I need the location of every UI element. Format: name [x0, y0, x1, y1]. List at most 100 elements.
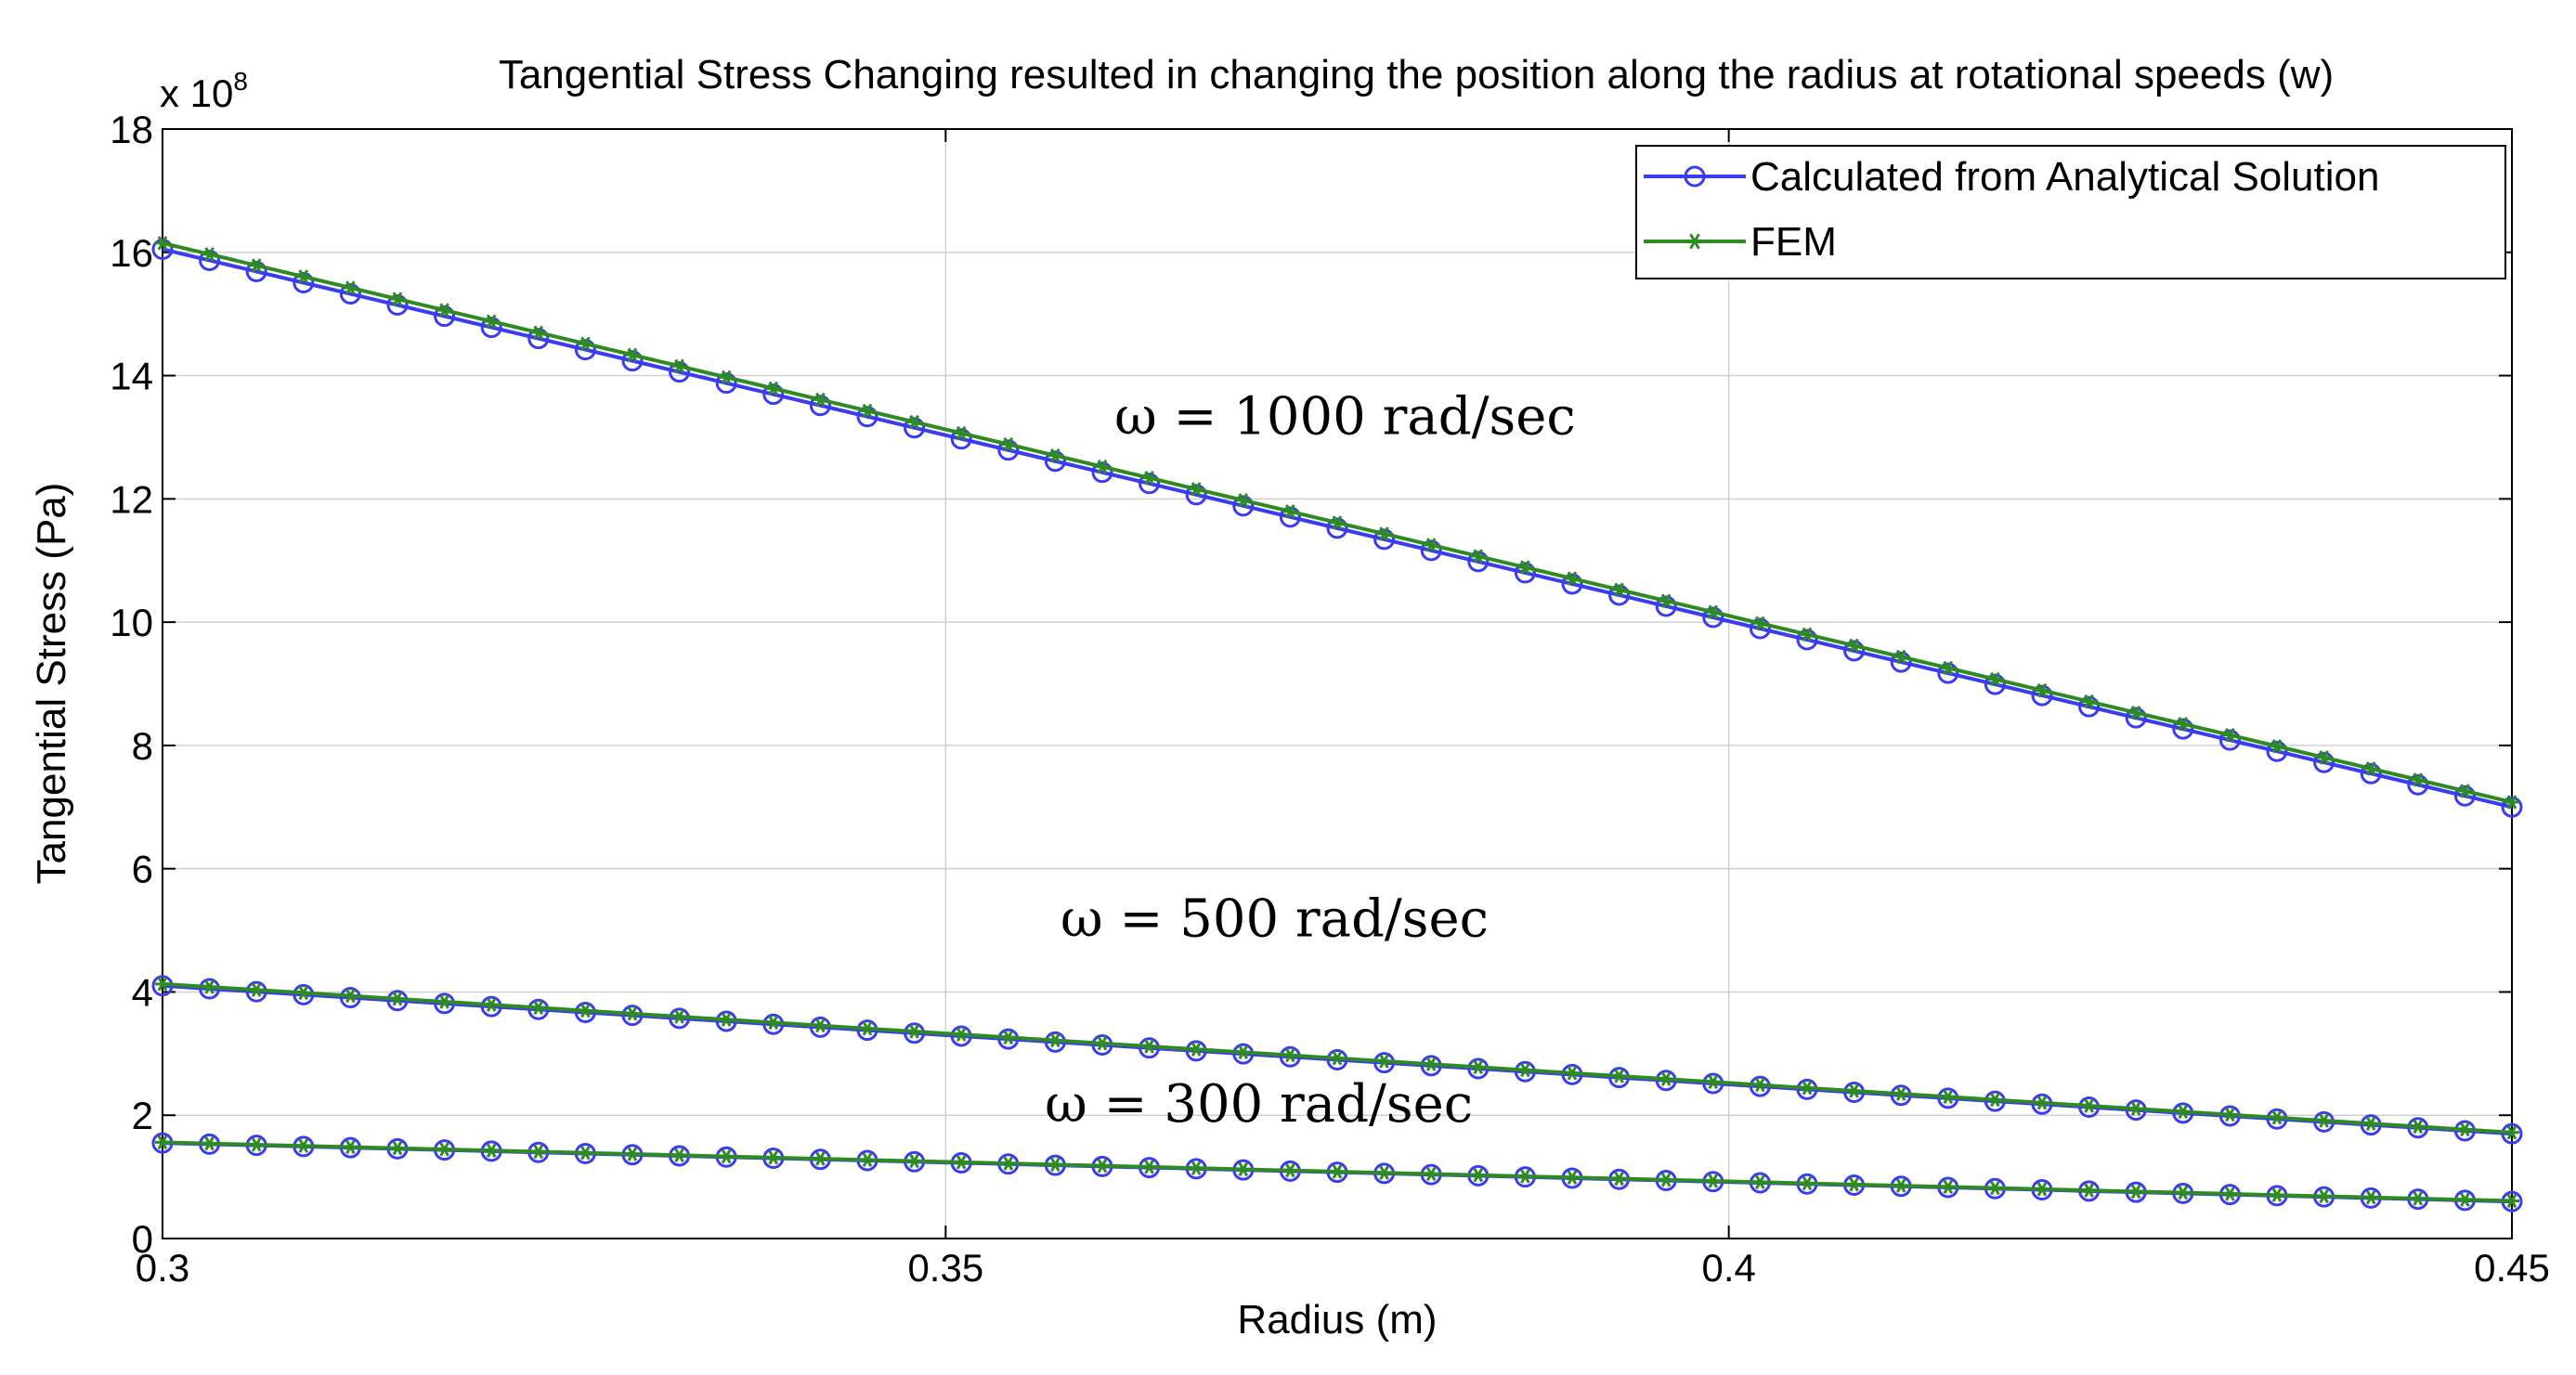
data-point-fem — [1141, 1039, 1157, 1054]
data-point-fem — [1940, 660, 1956, 676]
data-point-fem — [1940, 1089, 1956, 1105]
data-point-analytical — [2031, 684, 2053, 707]
data-point-fem — [906, 414, 922, 430]
data-point-analytical — [293, 272, 315, 294]
data-point-fem — [2410, 1191, 2426, 1206]
data-point-fem — [578, 1003, 593, 1018]
plot-area — [162, 128, 2513, 1239]
data-point-fem — [1189, 1161, 1204, 1175]
data-point-fem — [719, 370, 735, 385]
data-point-fem — [954, 425, 969, 441]
data-point-fem — [2457, 1192, 2473, 1207]
data-point-fem — [765, 1150, 781, 1165]
data-point-analytical — [621, 350, 644, 372]
data-point-analytical — [151, 238, 174, 260]
data-point-analytical — [809, 395, 831, 417]
data-point-fem — [1987, 1180, 2003, 1196]
data-point-fem — [2222, 728, 2238, 743]
data-point-analytical — [1138, 473, 1161, 495]
data-point-fem — [1987, 671, 2003, 687]
data-point-fem — [1470, 1168, 1486, 1183]
legend-analytical-marker — [1684, 165, 1706, 188]
y-tick-label: 4 — [132, 970, 153, 1014]
data-point-fem — [2128, 705, 2144, 720]
data-point-fem — [1470, 1059, 1486, 1075]
y-multiplier: x 108 — [160, 67, 248, 115]
data-point-fem — [436, 1142, 452, 1157]
data-point-fem — [390, 1141, 405, 1156]
data-point-analytical — [434, 305, 456, 328]
data-point-fem — [1800, 627, 1815, 642]
data-point-fem — [202, 979, 217, 994]
data-point-fem — [2128, 1101, 2144, 1116]
data-point-fem — [1000, 1156, 1016, 1171]
data-point-fem — [954, 1155, 969, 1170]
data-point-fem — [2504, 1193, 2519, 1209]
data-point-analytical — [2407, 773, 2429, 796]
x-tick-label: 0.45 — [2474, 1246, 2550, 1290]
y-tick-labels: 0 2 4 6 8 10 12 14 16 18 — [110, 108, 153, 1261]
data-point-fem — [765, 381, 781, 396]
data-point-fem — [1705, 1074, 1721, 1090]
y-tick-label: 10 — [110, 601, 153, 644]
data-point-fem — [671, 358, 687, 373]
data-point-fem — [625, 347, 640, 362]
data-point-fem — [1189, 482, 1204, 497]
data-point-fem — [1282, 1047, 1298, 1063]
data-point-fem — [155, 977, 170, 992]
data-point-fem — [2504, 1125, 2519, 1140]
data-point-fem — [1846, 1177, 1862, 1192]
data-point-analytical — [1608, 584, 1631, 606]
data-point-fem — [813, 1151, 828, 1166]
data-point-analytical — [1044, 450, 1066, 473]
data-point-analytical — [950, 428, 972, 450]
data-point-fem — [436, 303, 452, 318]
x-tick-label: 0.35 — [907, 1246, 983, 1290]
data-point-fem — [2035, 1182, 2049, 1197]
data-point-analytical — [1373, 528, 1396, 551]
data-point-fem — [1987, 1092, 2003, 1108]
annotation-omega-500: ω = 500 rad/sec — [1060, 889, 1489, 950]
data-point-fem — [1752, 1077, 1768, 1093]
data-point-fem — [2128, 1184, 2144, 1200]
data-point-fem — [1376, 526, 1392, 541]
chart-title: Tangential Stress Changing resulted in c… — [499, 52, 2334, 97]
data-point-fem — [1659, 1173, 1674, 1187]
data-point-fem — [1470, 549, 1486, 564]
data-point-fem — [1141, 471, 1157, 486]
legend-analytical-label: Calculated from Analytical Solution — [1750, 154, 2379, 200]
data-point-fem — [249, 258, 265, 273]
data-point-fem — [1424, 1057, 1439, 1071]
data-point-analytical — [1984, 673, 2006, 695]
data-point-fem — [1282, 504, 1298, 519]
data-point-fem — [625, 1147, 640, 1161]
data-point-analytical — [762, 383, 785, 406]
x-tick-label: 0.3 — [136, 1246, 189, 1290]
data-point-fem — [2035, 1096, 2049, 1110]
data-point-fem — [2316, 1113, 2332, 1128]
data-point-fem — [1611, 1171, 1627, 1187]
data-point-fem — [2363, 1116, 2379, 1131]
y-tick-label: 8 — [132, 724, 153, 768]
y-tick-label: 6 — [132, 848, 153, 891]
data-point-analytical — [2313, 751, 2335, 773]
data-point-fem — [343, 988, 358, 1004]
annotation-omega-300: ω = 300 rad/sec — [1045, 1074, 1473, 1135]
data-point-fem — [578, 336, 593, 351]
data-point-fem — [530, 1000, 546, 1016]
data-point-fem — [765, 1015, 781, 1031]
data-point-fem — [1235, 493, 1251, 508]
data-point-analytical — [1843, 640, 1866, 662]
data-point-analytical — [2453, 785, 2476, 807]
data-point-fem — [1893, 1178, 1909, 1193]
data-point-fem — [2175, 1185, 2191, 1200]
data-point-fem — [1517, 1169, 1533, 1184]
data-point-fem — [719, 1148, 735, 1164]
data-point-analytical — [1185, 484, 1207, 506]
legend-fem-marker — [1686, 233, 1703, 250]
data-point-fem — [1047, 1157, 1063, 1173]
data-point-fem — [2457, 784, 2473, 798]
series-fem-3 — [155, 977, 2519, 1140]
data-point-fem — [719, 1012, 735, 1027]
data-point-fem — [1047, 1032, 1063, 1048]
